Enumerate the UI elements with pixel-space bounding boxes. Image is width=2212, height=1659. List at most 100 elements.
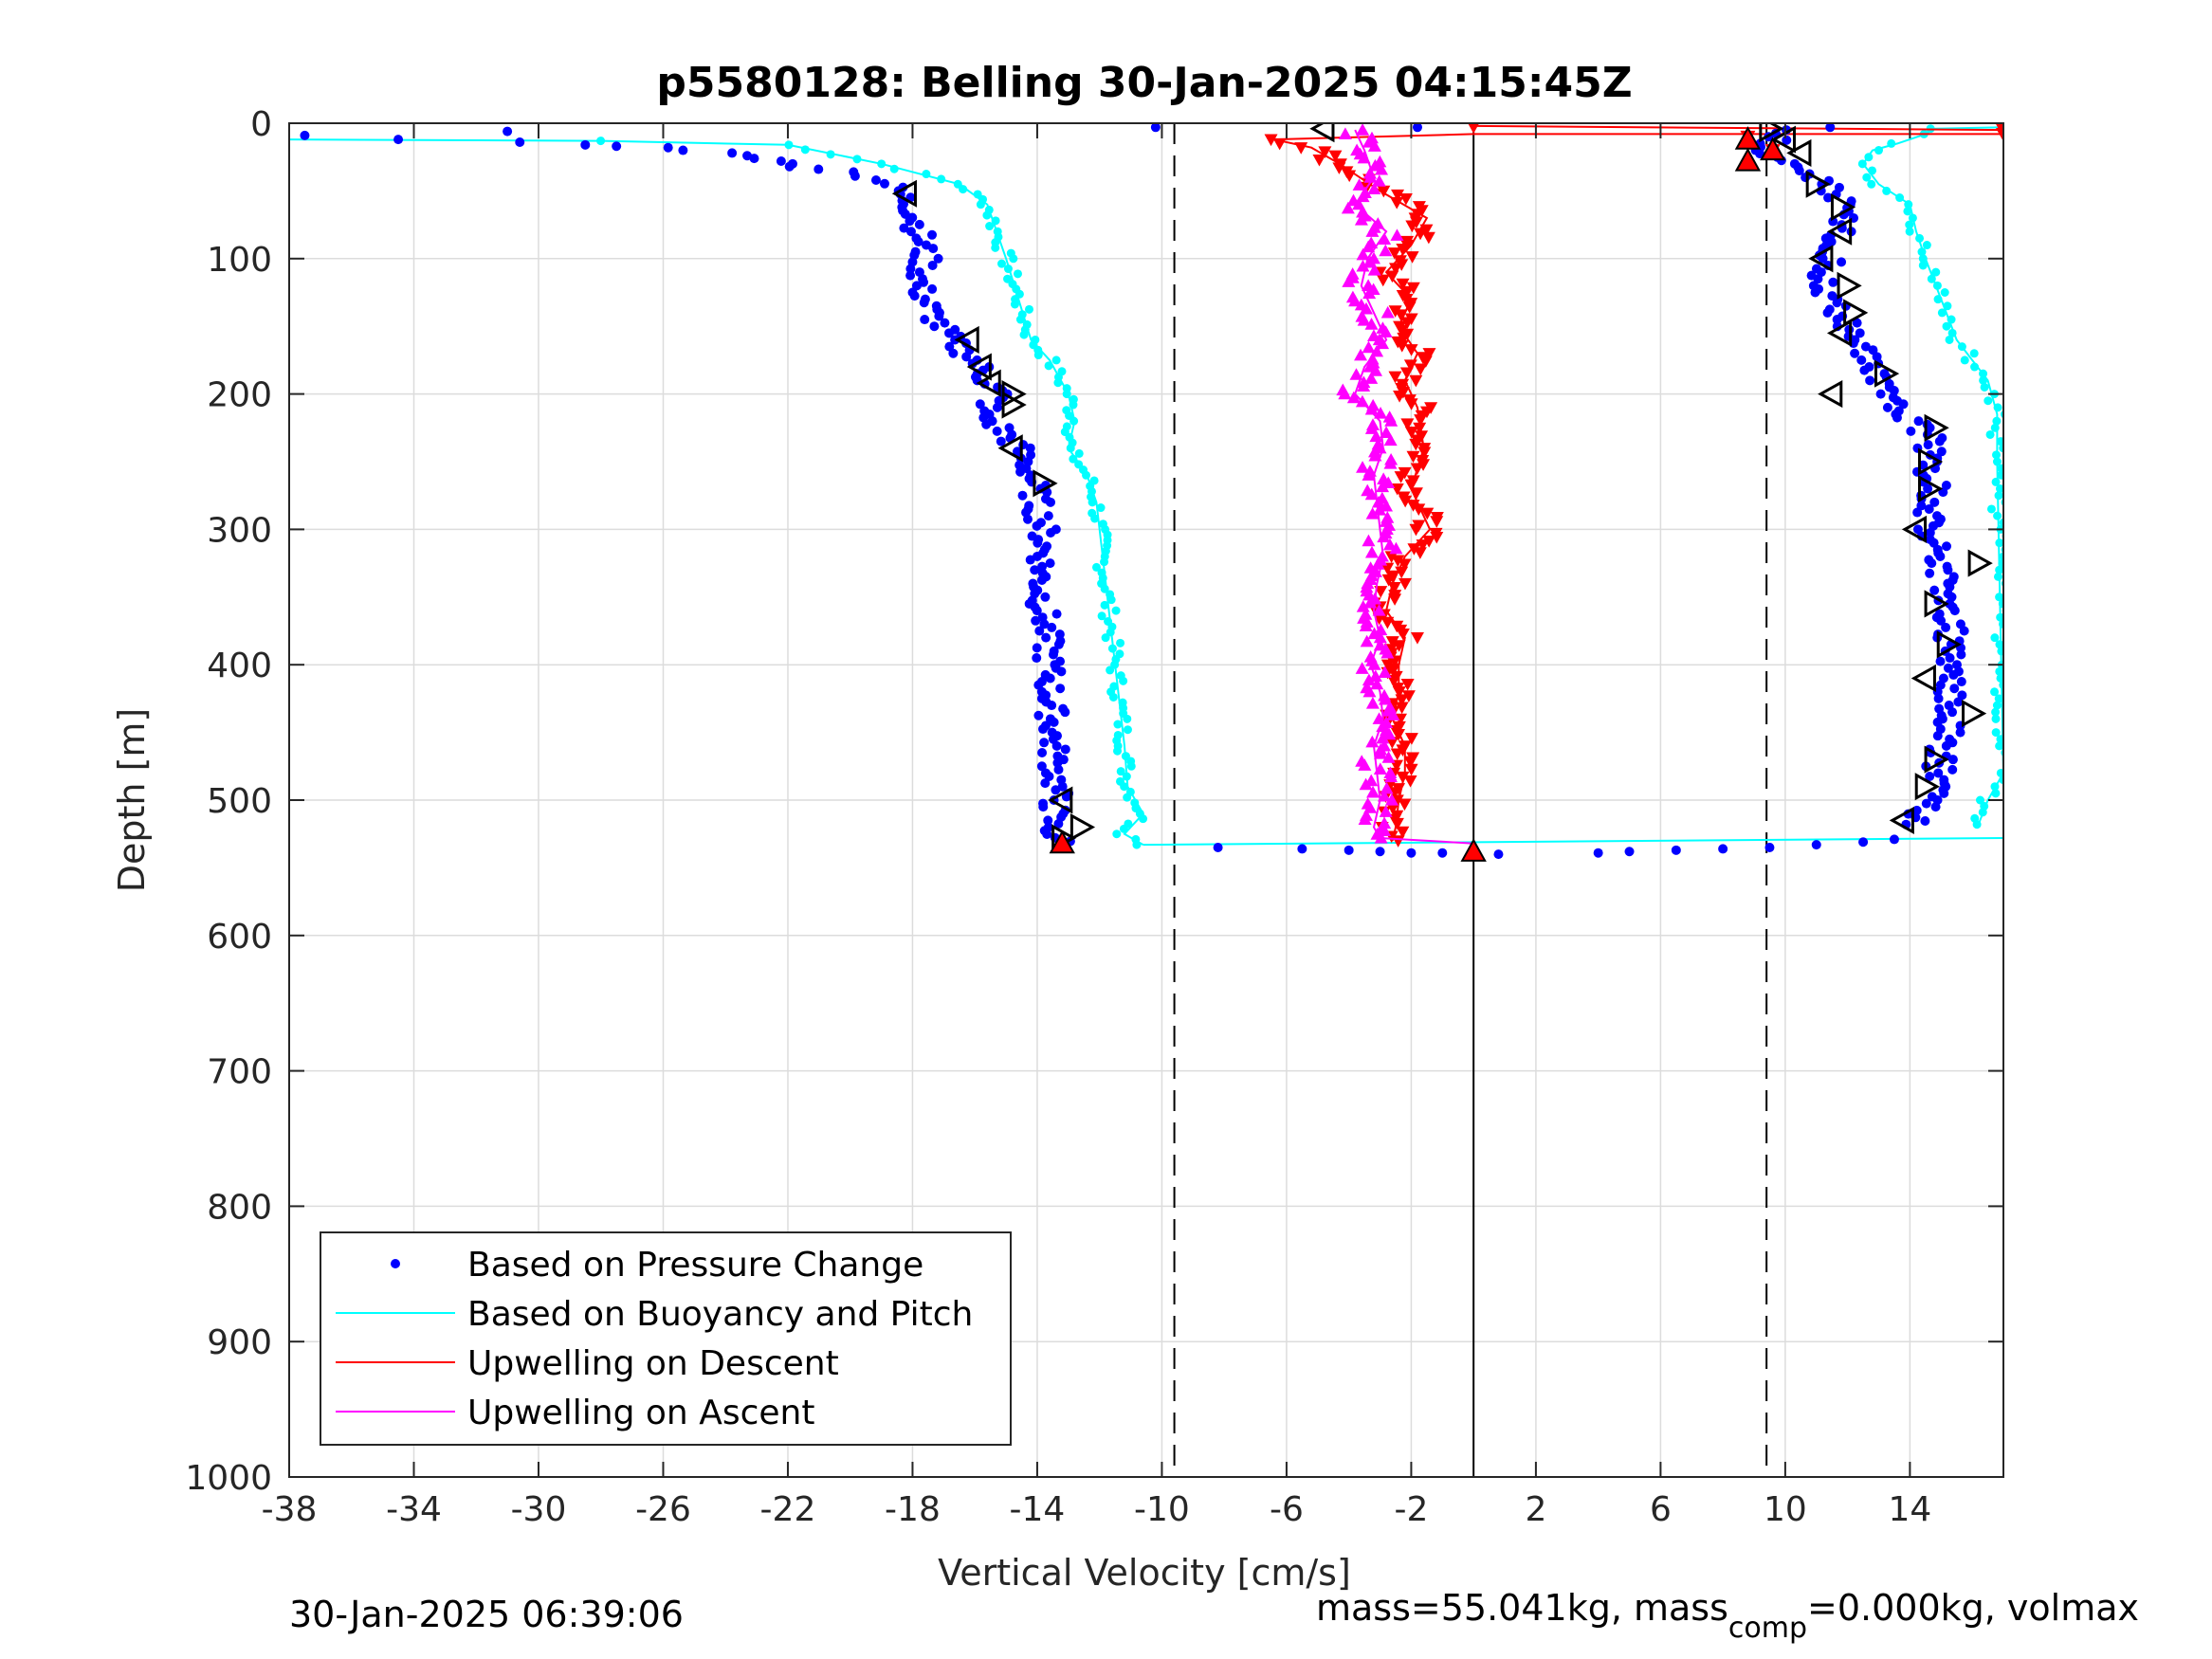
upwelling-ascent-point (1360, 634, 1374, 647)
pressure-change-point (1827, 291, 1837, 301)
pressure-change-point (1913, 416, 1924, 427)
upwelling-ascent-point (1352, 178, 1366, 191)
pitch-marker (1918, 475, 1944, 503)
buoyancy-point (1019, 330, 1029, 339)
upwelling-ascent-point (1371, 557, 1385, 570)
pressure-change-point (1789, 158, 1800, 169)
pressure-change-point (1925, 568, 1935, 578)
buoyancy-point (1983, 396, 1993, 406)
pressure-change-point (850, 171, 860, 181)
upwelling-descent-point (1403, 775, 1417, 788)
pressure-change-point (1808, 281, 1819, 291)
upwelling-ascent-point (1362, 340, 1376, 354)
buoyancy-point (1088, 498, 1097, 507)
upwelling-descent-point (1380, 616, 1395, 629)
upwelling-descent-point (1387, 247, 1401, 260)
buoyancy-point (1106, 665, 1115, 675)
buoyancy-point (1995, 666, 2003, 676)
upwelling-descent-point (1413, 422, 1427, 435)
legend-box (320, 1231, 1012, 1446)
pressure-change-point (1033, 538, 1043, 548)
buoyancy-point (1999, 775, 2003, 785)
upwelling-descent-point (1390, 817, 1404, 830)
pressure-change-point (1037, 748, 1048, 758)
buoyancy-point (1991, 714, 2001, 723)
upwelling-ascent-point (1338, 127, 1352, 140)
buoyancy-point (1996, 437, 2003, 447)
upwelling-ascent-point (1372, 604, 1386, 616)
pressure-change-point (1437, 848, 1448, 858)
upwelling-descent-point (1385, 270, 1399, 283)
upwelling-descent-point (1422, 348, 1436, 360)
pressure-change-point (1022, 514, 1033, 524)
pressure-change-point (1053, 639, 1064, 649)
buoyancy-point (852, 155, 862, 164)
pressure-change-point (1042, 829, 1052, 839)
upwelling-ascent-point (1367, 658, 1381, 670)
upwelling-descent-point (1414, 363, 1428, 376)
pressure-change-point (1937, 433, 1947, 444)
upwelling-descent-point (1404, 426, 1418, 439)
pressure-change-point (1060, 744, 1070, 755)
upwelling-ascent-point (1357, 379, 1371, 392)
buoyancy-point (1991, 789, 2001, 798)
upwelling-ascent-point (1379, 692, 1393, 705)
pressure-change-point (1911, 805, 1922, 815)
upwelling-ascent-point (1380, 426, 1394, 438)
upwelling-descent-point (1395, 259, 1409, 271)
buoyancy-point (1996, 484, 2003, 494)
upwelling-descent-point (1421, 231, 1435, 245)
buoyancy-point (996, 259, 1006, 268)
pressure-change-point (1860, 341, 1871, 352)
pressure-change-point (515, 137, 525, 147)
upwelling-ascent-point (1364, 372, 1379, 384)
upwelling-ascent-point (1362, 673, 1376, 686)
footer-timestamp: 30-Jan-2025 06:39:06 (289, 1594, 684, 1635)
pitch-marker (1786, 138, 1812, 167)
pressure-change-point (1951, 660, 1962, 670)
x-tick-label: 6 (1650, 1490, 1672, 1529)
buoyancy-point (1980, 382, 1989, 392)
pressure-change-point (919, 298, 929, 308)
buoyancy-point (1995, 538, 2003, 548)
pressure-change-point (1925, 772, 1935, 782)
pitch-marker (1918, 447, 1944, 476)
buoyancy-point (1940, 288, 1949, 297)
pitch-marker (1830, 192, 1856, 222)
pressure-change-point (1046, 527, 1056, 538)
pressure-change-point (1882, 402, 1892, 412)
buoyancy-point (1868, 166, 1877, 175)
upwelling-ascent-point (1348, 294, 1362, 307)
upwelling-descent-point (1398, 577, 1412, 591)
upwelling-descent-point (1404, 733, 1418, 745)
buoyancy-point (1903, 207, 1912, 216)
pressure-change-point (928, 244, 939, 254)
buoyancy-point (1905, 227, 1914, 236)
upwelling-ascent-point (1341, 201, 1355, 214)
pressure-change-point (1624, 847, 1635, 857)
pressure-change-point (1047, 622, 1057, 632)
upwelling-descent-point (1392, 686, 1406, 699)
upwelling-descent-point (1430, 516, 1444, 528)
upwelling-ascent-point (1356, 190, 1370, 203)
pressure-change-point (1043, 815, 1053, 826)
upwelling-descent-point (1312, 154, 1326, 167)
upwelling-ascent-point (1376, 337, 1390, 350)
buoyancy-point (1069, 400, 1078, 410)
upwelling-descent-point (1396, 628, 1410, 641)
upwelling-descent-point (1392, 729, 1406, 741)
pressure-change-point (1043, 511, 1053, 521)
pressure-change-point (1932, 511, 1943, 521)
upwelling-descent-point (1414, 228, 1428, 241)
buoyancy-point (1999, 681, 2003, 690)
upwelling-ascent-point (1362, 684, 1377, 698)
buoyancy-point (1995, 592, 2003, 602)
pitch-marker (1910, 664, 1936, 693)
buoyancy-point (1013, 269, 1022, 279)
upwelling-ascent-point (1381, 751, 1396, 763)
upwelling-ascent-point (1369, 429, 1383, 443)
buoyancy-point (596, 137, 606, 146)
upwelling-descent-point (1398, 495, 1413, 508)
x-tick-label: -38 (262, 1490, 318, 1529)
upwelling-descent-point (1398, 798, 1412, 811)
